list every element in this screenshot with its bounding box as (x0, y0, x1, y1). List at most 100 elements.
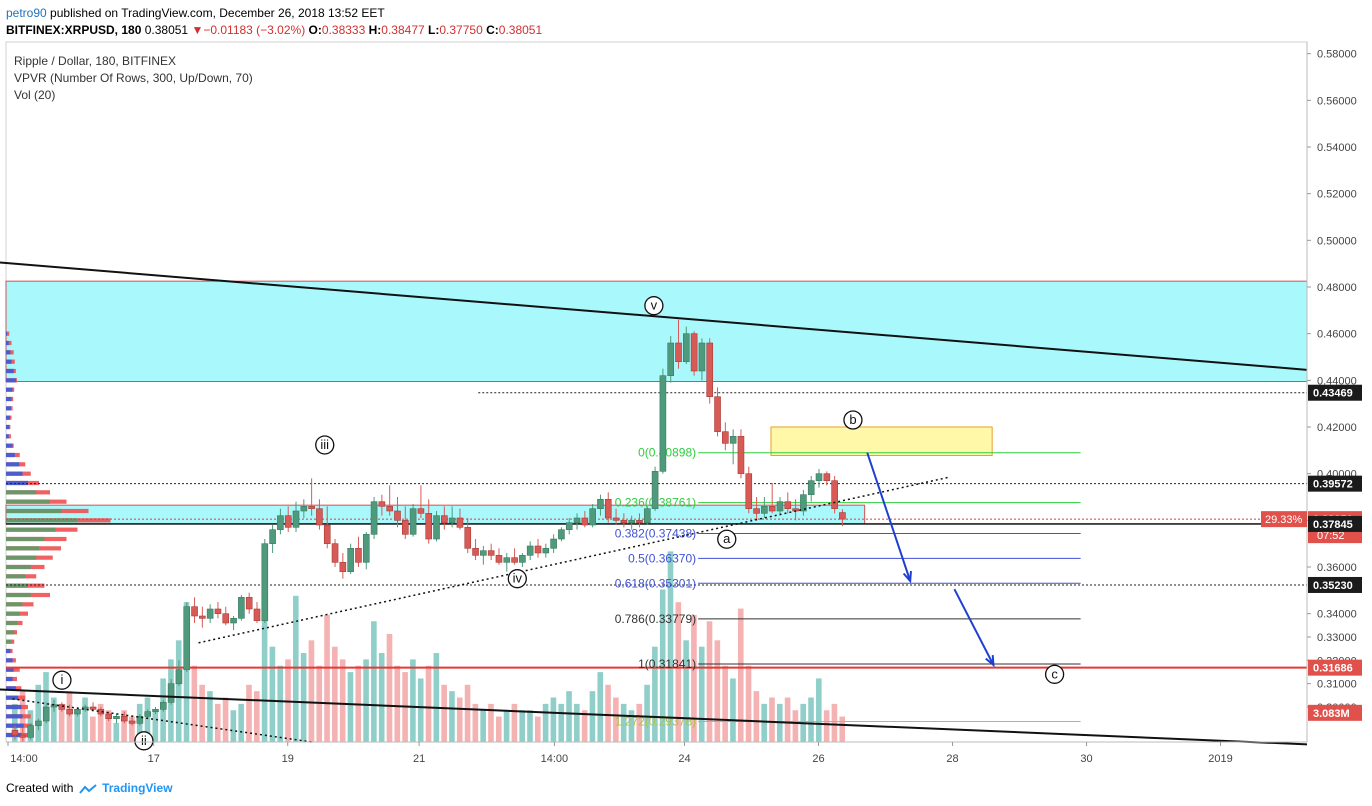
time-tick-label: 14:00 (541, 753, 569, 765)
volume-bar (675, 602, 682, 742)
price-tick-label: 0.36000 (1317, 562, 1357, 574)
price-tick-label: 0.31000 (1317, 679, 1357, 691)
volume-bar (472, 703, 479, 742)
time-axis[interactable]: 14:00 17 19 21 14:00 24 26 28 30 2019 (6, 741, 1307, 765)
symbol-label: BITFINEX:XRPUSD, 180 (6, 23, 142, 37)
candle-body (831, 480, 838, 509)
candle-body (690, 333, 698, 372)
volume-bar (222, 697, 229, 742)
vpvr-up-row (6, 424, 10, 430)
price-label-badge (1308, 384, 1362, 401)
fib-level-label: 0(0.40898) (638, 446, 696, 460)
candle-body (183, 606, 191, 670)
volume-bar (519, 710, 525, 742)
candle-body (191, 606, 198, 617)
vpvr-up-row (6, 387, 13, 392)
wave-label-circle (507, 569, 527, 589)
candle-body (199, 615, 206, 619)
vpvr-up-row (6, 499, 50, 504)
candle-body (659, 375, 667, 472)
time-tick-label: 17 (148, 753, 160, 765)
tradingview-brand[interactable]: TradingView (102, 781, 173, 795)
volume-bar (324, 614, 330, 742)
arrow-head-icon (902, 570, 912, 584)
volume-bar (644, 684, 650, 742)
candle-body (815, 473, 823, 481)
candle-body (683, 333, 690, 362)
price-tick-label: 0.56000 (1317, 95, 1357, 107)
vpvr-up-row (6, 340, 9, 346)
tradingview-logo-icon (78, 784, 97, 794)
vpvr-up-row (6, 480, 28, 486)
vpvr-up-row (6, 574, 26, 579)
volume-bar (386, 633, 393, 742)
time-tick-label: 26 (812, 753, 824, 765)
vpvr-up-row (6, 331, 8, 336)
volume-bar (199, 684, 205, 742)
candle-body (175, 669, 183, 684)
volume-bar (495, 716, 502, 742)
candle-body (386, 506, 393, 512)
candle-body (495, 555, 503, 563)
publish-line: petro90 published on TradingView.com, De… (6, 6, 385, 20)
price-axis[interactable]: 0.58000 0.56000 0.54000 0.52000 0.50000 0.480… (1261, 42, 1362, 742)
time-tick-label: 28 (946, 753, 958, 765)
volume-bar (535, 716, 541, 742)
volume-bar (66, 691, 73, 742)
volume-bar (113, 722, 120, 742)
candle-body (565, 522, 573, 530)
candle-body (604, 499, 612, 519)
price-tick-label: 0.44000 (1317, 375, 1357, 387)
volume-bar (74, 710, 81, 742)
candle-body (167, 683, 175, 703)
volume-bar (574, 703, 580, 742)
wave-label: a (723, 531, 731, 546)
vpvr-up-row (6, 667, 14, 672)
volume-bar (129, 716, 135, 742)
candle-body (214, 608, 222, 614)
vpvr-up-row (6, 592, 31, 598)
vpvr-up-row (6, 443, 13, 448)
volume-bar (347, 672, 354, 742)
volume-bar (363, 659, 369, 742)
volume-bar (308, 640, 315, 742)
wave-label: v (651, 298, 658, 313)
candle-body (800, 494, 807, 512)
candle-body (441, 515, 448, 523)
candle-body (456, 517, 464, 528)
candle-body (331, 543, 339, 563)
volume-bar (659, 589, 666, 742)
created-with-text: Created with (6, 781, 74, 795)
candle-body (136, 716, 144, 724)
candle-body (222, 613, 230, 624)
author-name[interactable]: petro90 (6, 6, 47, 20)
candle-body (144, 711, 152, 717)
candle-body (409, 508, 417, 535)
candle-body (160, 702, 167, 710)
candle-body (89, 706, 97, 710)
price-label-badge (1308, 659, 1362, 676)
candle-body (550, 538, 557, 549)
candle-body (425, 513, 433, 540)
timer-badge-text: 07:52 (1317, 530, 1345, 542)
volume-bar (831, 703, 838, 742)
candle-body (651, 471, 659, 509)
legend-volume: Vol (20) (14, 88, 55, 102)
volume-bar (261, 608, 268, 742)
candle-body (347, 548, 354, 572)
plot-frame (5, 41, 1308, 743)
price-label-text: 0.43469 (1313, 388, 1353, 400)
low-value: 0.37750 (439, 23, 483, 37)
volume-bar (277, 665, 284, 742)
volume-bar (207, 691, 213, 742)
volume-bar (706, 621, 713, 742)
volume-bar (839, 716, 846, 742)
candle-body (807, 480, 815, 495)
volume-bar (191, 665, 198, 742)
vpvr-up-row (6, 471, 23, 476)
high-label: H: (368, 23, 382, 37)
candle-body (667, 342, 675, 376)
candle-body (66, 709, 73, 715)
volume-bar (566, 691, 572, 742)
